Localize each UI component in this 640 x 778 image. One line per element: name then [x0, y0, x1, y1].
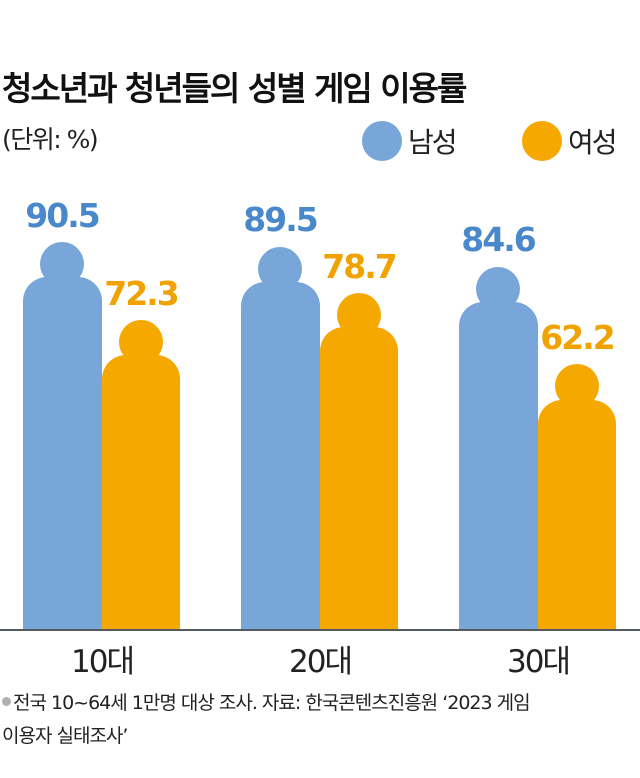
category-label-20s: 20대 — [289, 644, 353, 680]
footnote-line-2: 이용자 실태조사’ — [2, 725, 128, 747]
x-axis-baseline — [0, 629, 640, 631]
legend-item-female: 여성 — [522, 120, 618, 162]
bar-female-10s — [102, 320, 180, 630]
category-label-30s: 30대 — [507, 644, 571, 680]
legend-swatch-male-icon — [362, 121, 402, 161]
legend-item-male: 남성 — [362, 120, 458, 162]
value-label-male-20s: 89.5 — [243, 200, 318, 239]
person-body — [102, 355, 180, 630]
value-label-female-20s: 78.7 — [322, 247, 397, 286]
bar-male-10s — [23, 242, 102, 630]
bar-male-30s — [459, 267, 538, 630]
person-body — [23, 277, 102, 630]
bullet-icon — [2, 697, 11, 706]
chart-title: 청소년과 청년들의 성별 게임 이용률 — [2, 69, 467, 108]
unit-label: (단위: %) — [2, 125, 99, 154]
footnote-line-1: 전국 10~64세 1만명 대상 조사. 자료: 한국콘텐츠진흥원 ‘2023 … — [2, 688, 531, 715]
category-label-10s: 10대 — [71, 644, 135, 680]
legend-swatch-female-icon — [522, 121, 562, 161]
value-label-female-30s: 62.2 — [540, 318, 615, 357]
person-body — [241, 282, 320, 630]
person-body — [538, 400, 616, 630]
legend-label-female: 여성 — [568, 126, 618, 159]
bar-female-20s — [320, 293, 398, 630]
bar-male-20s — [241, 247, 320, 630]
footnote-text-1: 전국 10~64세 1만명 대상 조사. 자료: 한국콘텐츠진흥원 ‘2023 … — [13, 692, 531, 714]
bar-female-30s — [538, 364, 616, 630]
value-label-male-10s: 90.5 — [25, 196, 100, 235]
person-body — [320, 327, 398, 630]
legend-label-male: 남성 — [408, 126, 458, 159]
value-label-male-30s: 84.6 — [461, 220, 536, 259]
value-label-female-10s: 72.3 — [104, 274, 179, 313]
person-body — [459, 302, 538, 630]
